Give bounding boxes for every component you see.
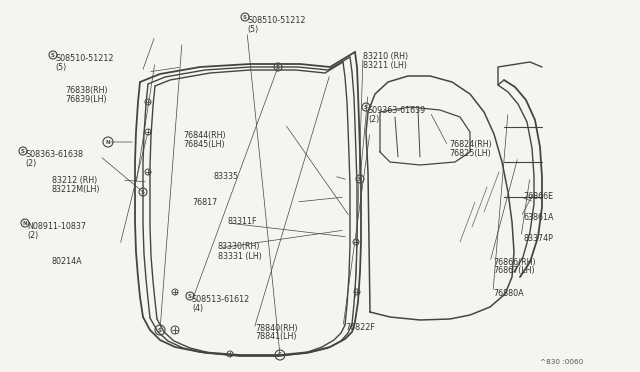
Text: (2): (2) [368, 115, 380, 124]
Text: S: S [141, 189, 145, 195]
Text: 83212 (RH): 83212 (RH) [52, 176, 97, 185]
Text: 83330(RH): 83330(RH) [218, 243, 260, 251]
Text: S: S [278, 353, 282, 357]
Text: 76867(LH): 76867(LH) [493, 266, 534, 276]
Text: 80214A: 80214A [52, 257, 83, 266]
Text: S: S [21, 148, 25, 154]
Text: S08510-51212: S08510-51212 [55, 54, 113, 62]
Text: S: S [364, 105, 368, 109]
Text: S08510-51212: S08510-51212 [247, 16, 305, 25]
Text: 78840(RH): 78840(RH) [255, 324, 298, 333]
Text: ^830 :0060: ^830 :0060 [540, 359, 583, 365]
Text: (5): (5) [247, 25, 259, 33]
Text: (4): (4) [192, 304, 203, 312]
Text: 83335: 83335 [213, 171, 238, 180]
Text: 76844(RH): 76844(RH) [183, 131, 226, 140]
Text: 76838(RH): 76838(RH) [65, 86, 108, 94]
Text: (2): (2) [25, 158, 36, 167]
Text: 76866(RH): 76866(RH) [493, 257, 536, 266]
Text: N: N [106, 140, 110, 144]
Text: 78841(LH): 78841(LH) [255, 333, 296, 341]
Text: N: N [22, 221, 28, 225]
Text: (2): (2) [27, 231, 38, 240]
Text: 76817: 76817 [192, 198, 217, 206]
Text: N08911-10837: N08911-10837 [27, 221, 86, 231]
Text: 83311F: 83311F [228, 217, 257, 225]
Text: 76845(LH): 76845(LH) [183, 140, 225, 148]
Text: S: S [243, 15, 247, 19]
Text: 76880A: 76880A [493, 289, 524, 298]
Text: 76822F: 76822F [345, 324, 375, 333]
Text: 76825(LH): 76825(LH) [449, 148, 491, 157]
Text: 83210 (RH): 83210 (RH) [363, 51, 408, 61]
Text: S: S [158, 327, 162, 333]
Text: S: S [188, 294, 192, 298]
Text: 83374P: 83374P [523, 234, 553, 243]
Text: 83331 (LH): 83331 (LH) [218, 251, 262, 260]
Text: 83212M(LH): 83212M(LH) [52, 185, 100, 193]
Text: 76866E: 76866E [523, 192, 553, 201]
Text: S: S [358, 176, 362, 182]
Text: S09363-61639: S09363-61639 [368, 106, 426, 115]
Text: S: S [276, 64, 280, 70]
Text: 63861A: 63861A [523, 212, 554, 221]
Text: S08513-61612: S08513-61612 [192, 295, 250, 304]
Text: 76839(LH): 76839(LH) [65, 94, 107, 103]
Text: S: S [51, 52, 55, 58]
Text: 83211 (LH): 83211 (LH) [363, 61, 407, 70]
Text: 76824(RH): 76824(RH) [449, 140, 492, 148]
Text: S08363-61638: S08363-61638 [25, 150, 83, 158]
Text: (5): (5) [55, 62, 67, 71]
